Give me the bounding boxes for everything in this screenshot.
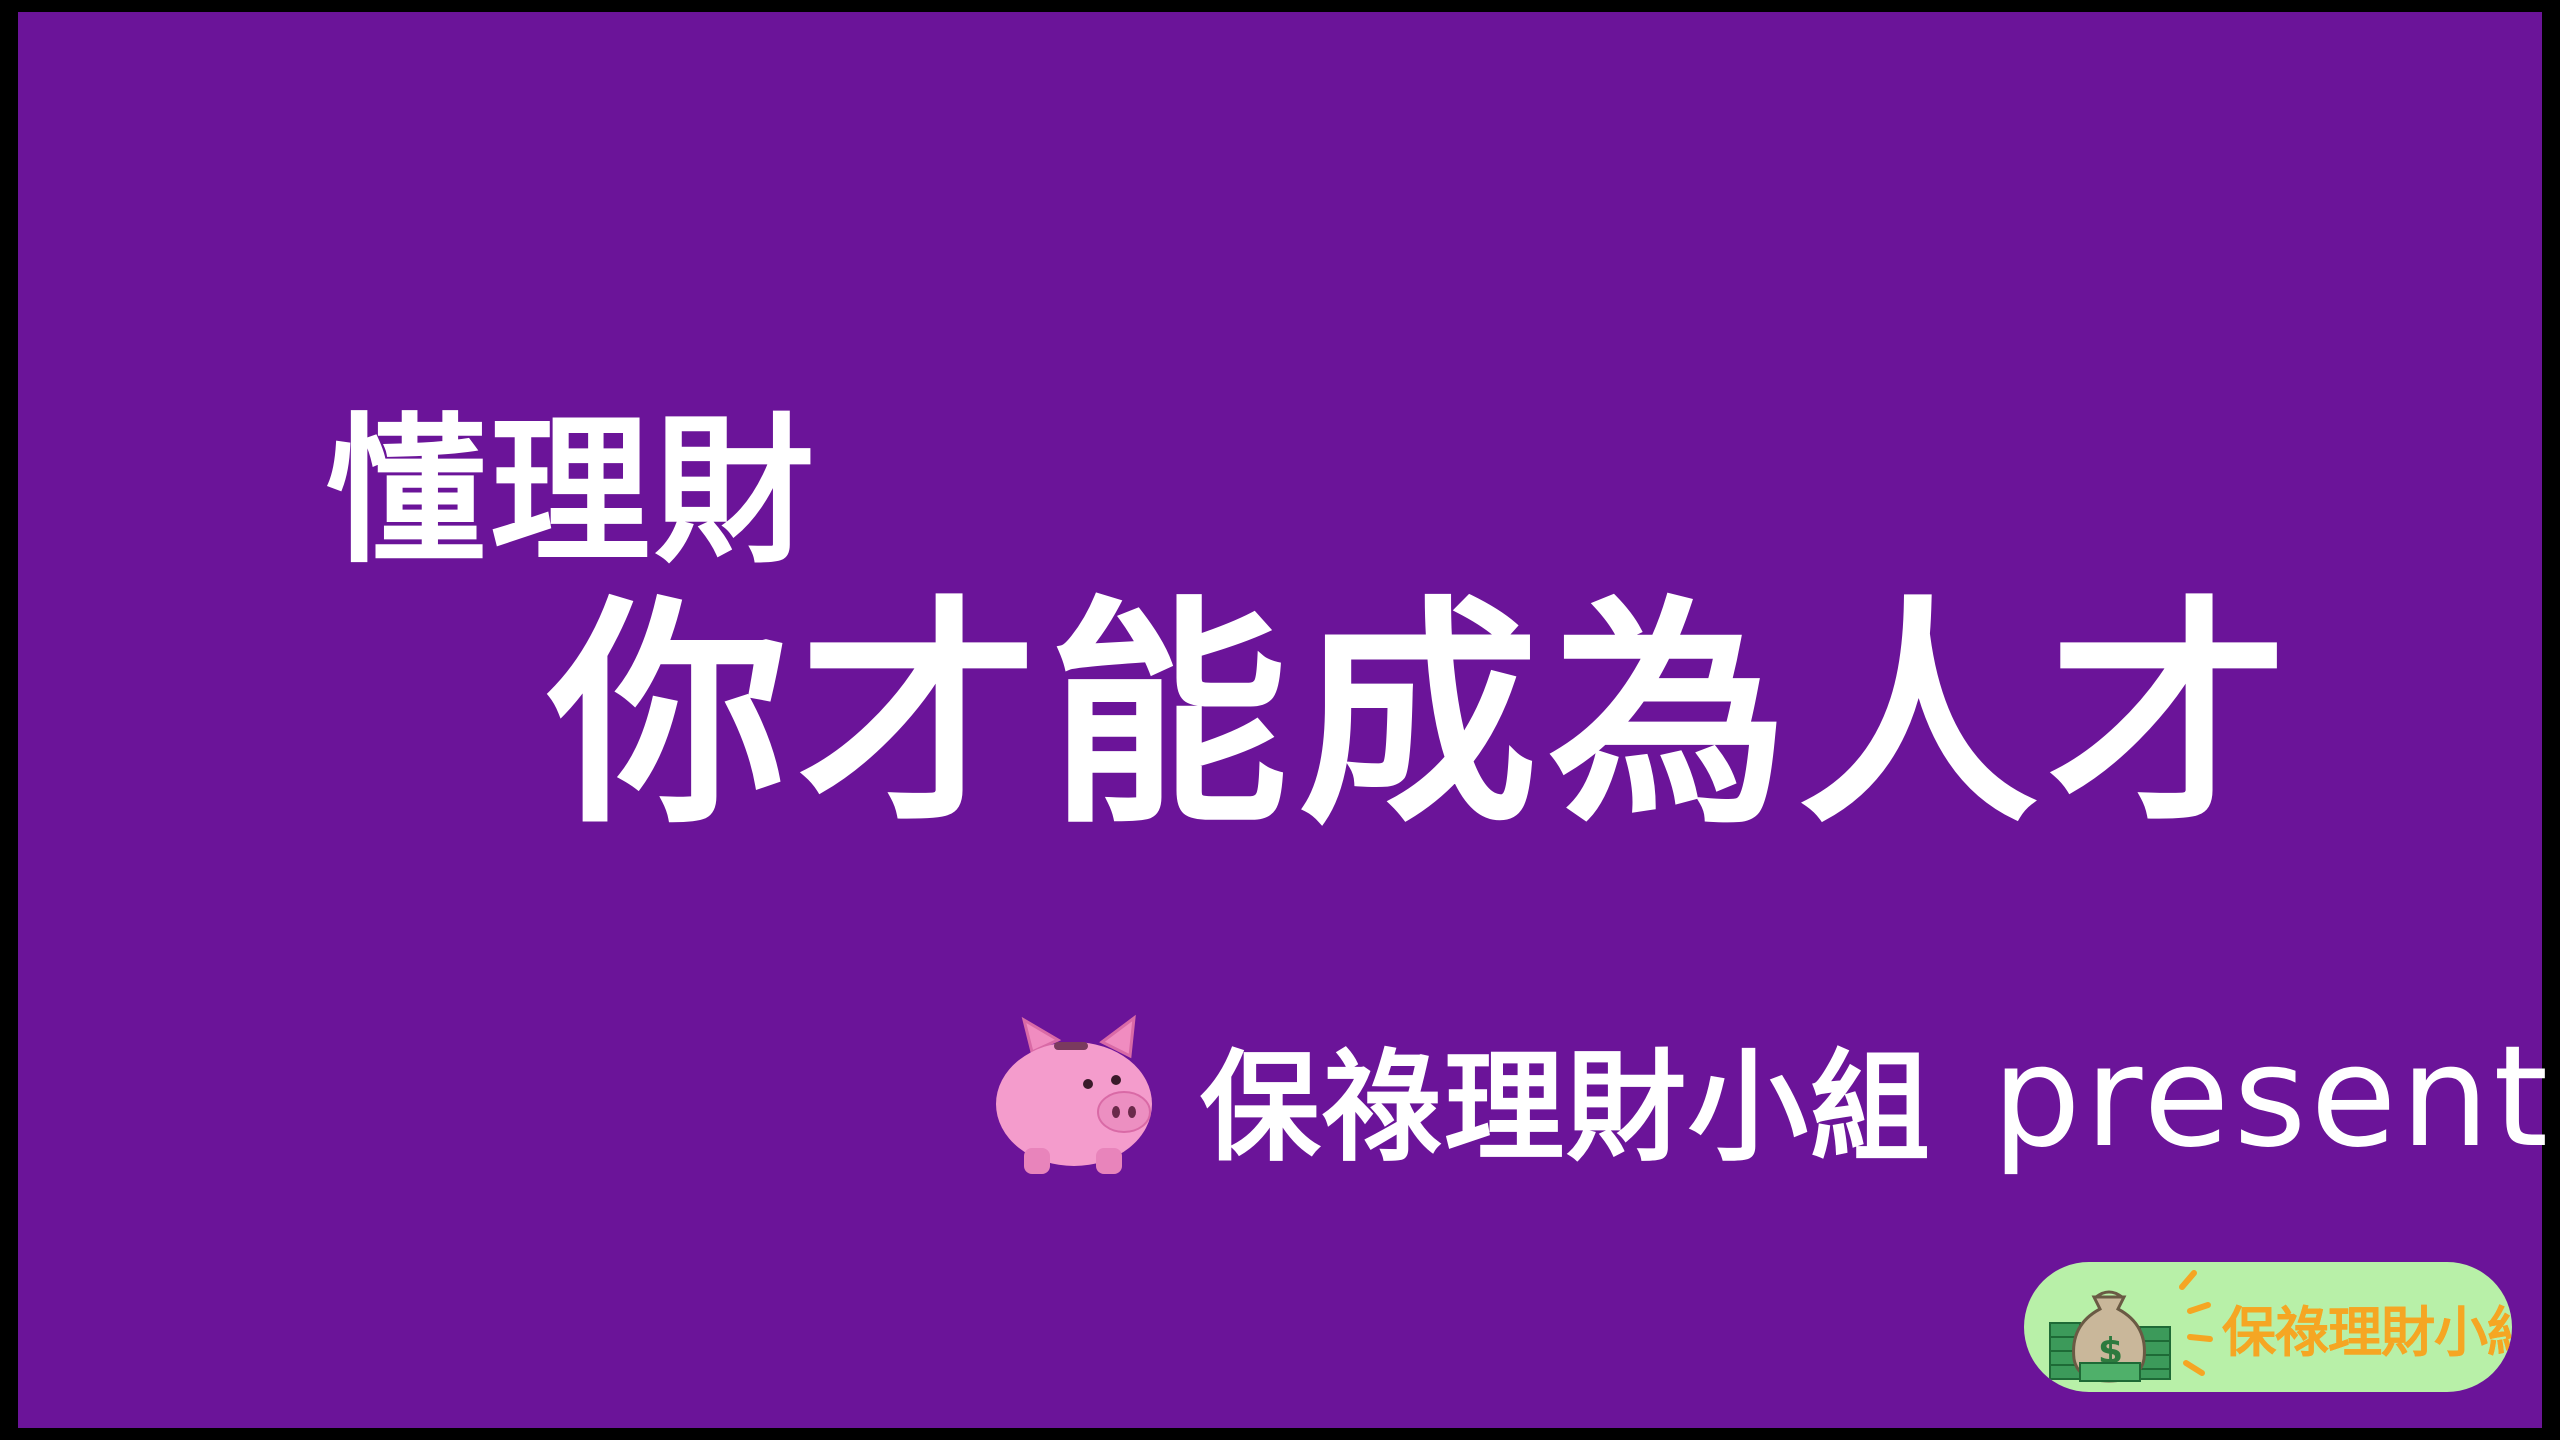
channel-badge: $ 保祿理財小組: [2024, 1262, 2512, 1392]
badge-label: 保祿理財小組: [2222, 1300, 2512, 1364]
present-label: present: [1992, 1015, 2553, 1179]
slide-background: 懂理財 你才能成為人才 保祿理財小組 present: [18, 12, 2548, 1428]
presenter-line: 保祿理財小組 present: [984, 1002, 2552, 1192]
money-bag-icon: $: [2049, 1270, 2213, 1383]
headline-line-2: 你才能成為人才: [548, 576, 2299, 856]
headline-line-1: 懂理財: [326, 398, 819, 585]
presenter-name: 保祿理財小組: [1200, 1039, 1932, 1178]
piggy-bank-icon: [996, 1014, 1152, 1174]
